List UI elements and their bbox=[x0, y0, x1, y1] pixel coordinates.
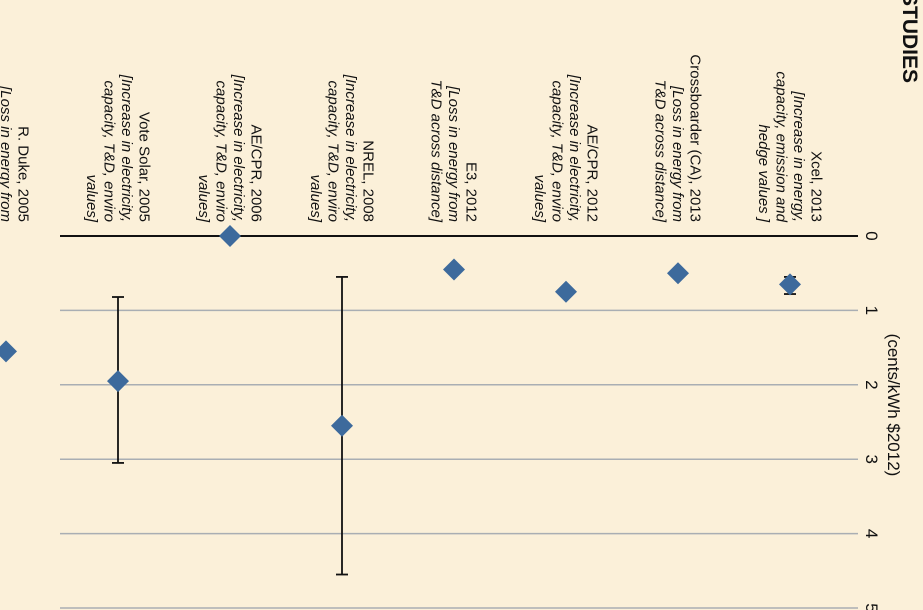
study-note: [Increase in energy, bbox=[790, 90, 807, 222]
tick-label: 5 bbox=[862, 603, 881, 610]
grid-lines bbox=[60, 309, 858, 609]
study-note: T&D across distance] bbox=[428, 79, 445, 222]
study-name: R. Duke, 2005 bbox=[15, 126, 32, 222]
study-note: [Loss in energy from bbox=[445, 85, 462, 222]
study-note: T&D across distance] bbox=[652, 79, 669, 222]
study-name: E3, 2012 bbox=[463, 162, 480, 222]
study-note: capacity, T&D, enviro bbox=[212, 81, 229, 222]
chart-heading: STUDIES bbox=[898, 0, 921, 83]
value-axis-label: (cents/kWh $2012) bbox=[884, 334, 903, 477]
data-point bbox=[555, 280, 577, 303]
study-note: [Increase in electricity, bbox=[566, 74, 583, 222]
tick-label: 3 bbox=[862, 454, 881, 463]
study-note: values] bbox=[195, 174, 212, 222]
study-note: values] bbox=[83, 174, 100, 222]
study-name: NREL, 2008 bbox=[359, 140, 376, 222]
study-note: capacity, emission and bbox=[772, 71, 789, 222]
study-label: Crossboarder (CA), 2013[Loss in energy f… bbox=[652, 54, 704, 222]
study-label: Vote Solar, 2005[Increase in electricity… bbox=[83, 74, 153, 223]
study-note: values] bbox=[531, 174, 548, 222]
data-point bbox=[779, 273, 801, 296]
data-point bbox=[331, 414, 353, 437]
study-note: [Increase in electricity, bbox=[342, 74, 359, 222]
data-point bbox=[107, 370, 129, 393]
study-note: hedge values ] bbox=[755, 124, 772, 222]
value-axis: 0 1 2 3 4 5 bbox=[60, 231, 881, 610]
data-point bbox=[219, 225, 241, 247]
study-name: Xcel, 2013 bbox=[807, 151, 824, 222]
study-name: Vote Solar, 2005 bbox=[135, 112, 152, 222]
study-note: [Loss in energy from bbox=[0, 85, 14, 222]
study-note: values] bbox=[307, 174, 324, 222]
study-name: AE/CPR, 2006 bbox=[247, 124, 264, 222]
data-point bbox=[0, 340, 17, 363]
study-label: Xcel, 2013[Increase in energy,capacity, … bbox=[755, 71, 825, 222]
tick-label: 4 bbox=[862, 529, 881, 538]
study-label: NREL, 2008[Increase in electricity,capac… bbox=[307, 74, 377, 223]
study-name: Crossboarder (CA), 2013 bbox=[687, 54, 704, 222]
study-note: capacity, T&D, enviro bbox=[548, 81, 565, 222]
error-bars bbox=[112, 268, 796, 576]
data-point bbox=[667, 262, 689, 285]
study-label: AE/CPR, 2012[Increase in electricity,cap… bbox=[531, 74, 601, 223]
data-points bbox=[0, 225, 801, 437]
study-name: AE/CPR, 2012 bbox=[583, 124, 600, 222]
tick-label: 0 bbox=[862, 231, 881, 240]
study-note: [Increase in electricity, bbox=[118, 74, 135, 222]
study-note: [Increase in electricity, bbox=[230, 74, 247, 222]
study-note: capacity, T&D, enviro bbox=[100, 81, 117, 222]
tick-label: 1 bbox=[862, 306, 881, 315]
study-label: AE/CPR, 2006[Increase in electricity,cap… bbox=[195, 74, 265, 223]
study-note: capacity, T&D, enviro bbox=[324, 81, 341, 222]
tick-label: 2 bbox=[862, 380, 881, 389]
study-labels: Xcel, 2013[Increase in energy,capacity, … bbox=[0, 54, 824, 222]
study-note: [Loss in energy from bbox=[669, 85, 686, 222]
data-point bbox=[443, 258, 465, 281]
